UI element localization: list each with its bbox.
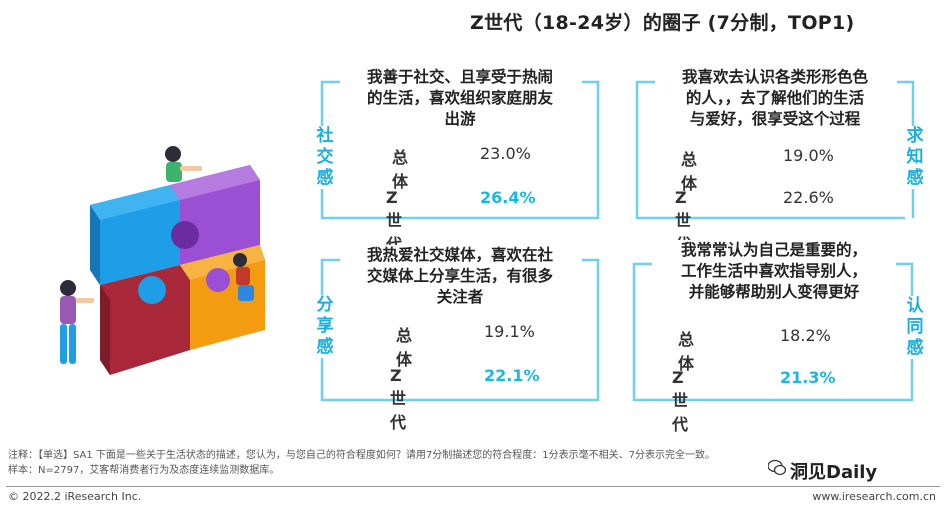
value-overall: 23.0% xyxy=(480,144,531,163)
card-social: 我善于社交、且享受于热闹 的生活，喜欢组织家庭朋友 出游 总体 23.0% Z世… xyxy=(320,67,600,254)
value-overall: 19.1% xyxy=(484,322,535,341)
footnote-line: 注释：【单选】SA1 下面是一些关于生活状态的描述，您认为，与您自己的符合程度如… xyxy=(8,450,716,461)
statement-line: 并能够帮助别人变得更好 xyxy=(688,283,860,301)
card-frame xyxy=(632,262,914,402)
statement-line: 与爱好，很享受这个过程 xyxy=(689,110,861,128)
category-label-social: 社交感 xyxy=(314,126,336,189)
row-label: 总体 xyxy=(681,150,698,193)
row-label: Z世代 xyxy=(672,368,689,434)
statement-line: 我常常认为自己是重要的， xyxy=(680,241,867,259)
row-label: 总体 xyxy=(392,148,409,191)
card-knowledge: 我喜欢去认识各类形形色色 的人，，去了解他们的生活 与爱好，很享受这个过程 总体… xyxy=(635,67,915,254)
row-label: 总体 xyxy=(678,330,695,373)
statement-line: 的生活，喜欢组织家庭朋友 xyxy=(366,89,553,107)
statement-line: 我热爱社交媒体，喜欢在社 xyxy=(366,246,553,264)
wechat-icon xyxy=(768,460,786,476)
card-recognition: 我常常认为自己是重要的， 工作生活中喜欢指导别人， 并能够帮助别人变得更好 总体… xyxy=(632,240,914,434)
puzzle-illustration xyxy=(60,146,265,375)
chart-title: Z世代（18-24岁）的圈子 (7分制，TOP1) xyxy=(470,12,855,34)
statement-line: 交媒体上分享生活，有很多 xyxy=(366,267,553,285)
card-statement: 我喜欢去认识各类形形色色 的人，，去了解他们的生活 与爱好，很享受这个过程 xyxy=(655,67,895,130)
category-label-recognition: 认同感 xyxy=(904,296,926,359)
value-genz: 22.1% xyxy=(484,366,540,385)
category-label-share: 分享感 xyxy=(314,295,336,358)
value-overall: 19.0% xyxy=(783,146,834,165)
website-link[interactable]: www.iresearch.com.cn xyxy=(812,490,936,503)
row-label: Z世代 xyxy=(390,366,407,432)
value-genz: 22.6% xyxy=(783,188,834,207)
card-frame xyxy=(320,258,600,402)
value-genz: 21.3% xyxy=(780,368,836,387)
row-label: 总体 xyxy=(396,326,413,369)
card-statement: 我善于社交、且享受于热闹 的生活，喜欢组织家庭朋友 出游 xyxy=(340,67,580,130)
card-statement: 我热爱社交媒体，喜欢在社 交媒体上分享生活，有很多 关注者 xyxy=(340,245,580,308)
footnote-line: 样本：N=2797，艾客帮消费者行为及态度连续监测数据库。 xyxy=(8,465,280,476)
statement-line: 关注者 xyxy=(436,288,484,306)
value-overall: 18.2% xyxy=(780,326,831,345)
brand-label: 洞见Daily xyxy=(790,462,878,483)
footer-divider xyxy=(6,486,940,487)
footnote: 注释：【单选】SA1 下面是一些关于生活状态的描述，您认为，与您自己的符合程度如… xyxy=(8,448,798,478)
card-statement: 我常常认为自己是重要的， 工作生活中喜欢指导别人， 并能够帮助别人变得更好 xyxy=(652,240,896,303)
statement-line: 的人，，去了解他们的生活 xyxy=(685,89,865,107)
category-label-knowledge: 求知感 xyxy=(904,126,926,189)
copyright: © 2022.2 iResearch Inc. xyxy=(8,490,142,503)
statement-line: 我善于社交、且享受于热闹 xyxy=(366,68,553,86)
statement-line: 出游 xyxy=(444,110,476,128)
statement-line: 工作生活中喜欢指导别人， xyxy=(680,262,867,280)
card-share: 我热爱社交媒体，喜欢在社 交媒体上分享生活，有很多 关注者 总体 19.1% Z… xyxy=(320,245,600,432)
value-genz: 26.4% xyxy=(480,188,536,207)
statement-line: 我喜欢去认识各类形形色色 xyxy=(681,68,868,86)
